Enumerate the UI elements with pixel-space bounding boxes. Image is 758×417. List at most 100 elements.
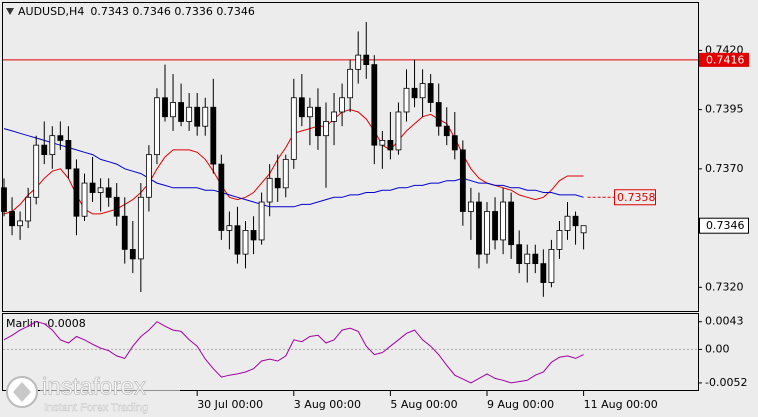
candle-body [113, 196, 120, 217]
close-price: 0.7346 [216, 5, 255, 18]
candle-body [355, 54, 362, 70]
candle-body [250, 230, 257, 241]
candle-body [154, 97, 160, 156]
candle-body [323, 121, 329, 137]
high-price: 0.7346 [132, 5, 171, 18]
y-tick-label: 0.7395 [705, 103, 744, 116]
candle-body [476, 201, 482, 255]
candle-body [33, 144, 40, 198]
level-price-box [699, 52, 749, 67]
candle-body [274, 177, 281, 189]
candle-body [129, 248, 136, 260]
candle-body [49, 135, 56, 156]
candle-body [395, 111, 402, 151]
candle-body [492, 211, 498, 241]
low-price: 0.7336 [174, 5, 213, 18]
candle-body [290, 97, 297, 160]
candle-body [226, 225, 233, 231]
candle-body [137, 196, 144, 260]
candle-body [65, 140, 72, 170]
candle-body [178, 102, 185, 122]
candle-body [508, 201, 515, 246]
symbol-menu-icon[interactable] [6, 8, 14, 15]
candle-body [500, 201, 507, 241]
candle-body [548, 248, 555, 283]
candle-body [57, 135, 64, 141]
x-tick-label: 5 Aug 00:00 [390, 398, 457, 411]
candle-body [532, 253, 539, 265]
y-tick-label: 0.0043 [705, 315, 744, 328]
candle-body [516, 244, 523, 265]
x-tick-label: 11 Aug 00:00 [584, 398, 658, 411]
candle-body [580, 225, 587, 234]
candle-body [403, 87, 410, 113]
candle-body [443, 125, 450, 137]
candle-body [363, 54, 370, 66]
last-price-box [699, 217, 749, 234]
x-tick-label: 3 Aug 00:00 [294, 398, 361, 411]
candle-body [564, 215, 571, 231]
candle-body [379, 140, 386, 146]
candle-body [266, 177, 273, 203]
indicator-line [3, 321, 584, 384]
candle-body [73, 168, 80, 217]
indicator-value: -0.0008 [43, 317, 85, 330]
y-tick-label: 0.00 [705, 342, 730, 355]
ma-callout-label: 0.7358 [617, 191, 656, 204]
candle-body [459, 149, 466, 212]
candle-body [572, 215, 579, 227]
candle-body [162, 97, 168, 118]
candle-body [315, 106, 321, 137]
candle-body [298, 97, 305, 118]
candle-body [540, 263, 547, 283]
x-tick-label: 30 Jul 00:00 [197, 398, 263, 411]
open-price: 0.7343 [90, 5, 129, 18]
candle-body [41, 144, 48, 156]
candle-body [9, 211, 15, 227]
candle-body [524, 253, 531, 265]
candle-body [451, 135, 458, 151]
candle-body [210, 106, 217, 165]
candle-body [170, 102, 176, 118]
candle-body [105, 187, 112, 198]
level-price-label: 0.7416 [706, 53, 745, 66]
watermark-tagline: Instant Forex Trading [44, 402, 148, 414]
y-tick-label: 0.7370 [705, 162, 744, 175]
y-tick-label: 0.7320 [705, 280, 744, 293]
y-tick-label: -0.0052 [705, 376, 747, 389]
watermark: instaforex Instant Forex Trading [6, 373, 180, 416]
candle-body [427, 83, 434, 103]
candle-body [218, 163, 225, 231]
last-price-label: 0.7346 [706, 219, 745, 232]
watermark-plate [40, 376, 180, 416]
candle-body [306, 106, 313, 118]
main-panel-frame [2, 2, 699, 312]
candle-body [387, 140, 394, 151]
x-tick-label: 9 Aug 00:00 [487, 398, 554, 411]
candle-body [17, 220, 24, 227]
candle-body [331, 111, 337, 122]
symbol: AUDUSD,H4 [18, 5, 84, 18]
candle-body [347, 68, 354, 99]
candle-body [121, 215, 128, 250]
candle-body [97, 187, 104, 193]
candle-body [484, 211, 490, 255]
candle-body [1, 187, 7, 212]
candle-body [419, 83, 426, 99]
candle-body [145, 154, 152, 198]
indicator-name: Marlin [6, 317, 40, 330]
candle-body [258, 201, 265, 241]
candle-body [194, 106, 201, 127]
candle-body [242, 230, 249, 255]
candle-body [339, 97, 346, 113]
candle-body [411, 87, 418, 99]
candle-body [89, 182, 96, 193]
indicator-header: Marlin -0.0008 [6, 317, 86, 330]
candle-body [435, 102, 442, 127]
candle-body [371, 64, 378, 146]
candle-body [467, 201, 474, 212]
candle-body [282, 158, 289, 189]
indicator-panel-frame [2, 313, 699, 391]
